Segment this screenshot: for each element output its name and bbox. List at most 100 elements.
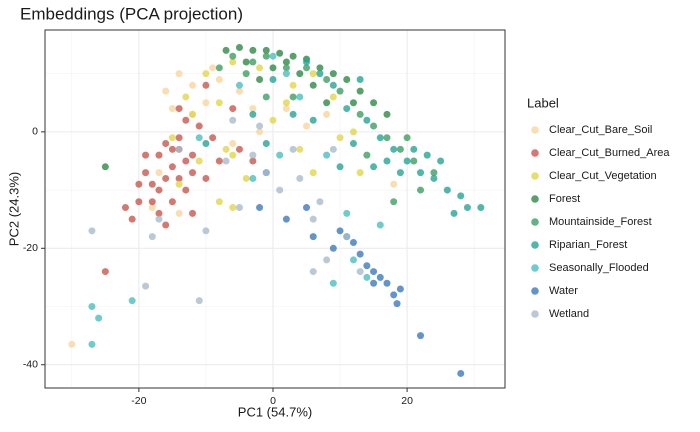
point [235, 43, 243, 51]
point [289, 81, 297, 89]
point [168, 198, 176, 206]
point [349, 256, 357, 264]
point [256, 204, 264, 212]
point [128, 215, 136, 223]
point [222, 145, 230, 153]
point [336, 134, 344, 142]
legend-label: Water [549, 285, 578, 297]
point [343, 209, 351, 217]
point [390, 180, 398, 188]
point [343, 233, 351, 241]
point [235, 81, 243, 89]
point [195, 134, 203, 142]
point [323, 99, 331, 107]
point [383, 110, 391, 118]
point [101, 163, 109, 171]
point [121, 204, 129, 212]
point [182, 186, 190, 194]
legend-label: Clear_Cut_Vegetation [549, 170, 657, 182]
point [229, 151, 237, 159]
point [289, 110, 297, 118]
point [269, 52, 277, 60]
point [242, 174, 250, 182]
point [175, 105, 183, 113]
point [155, 169, 163, 177]
legend-label: Seasonally_Flooded [549, 262, 649, 274]
point [249, 46, 257, 54]
point [457, 192, 465, 200]
point [209, 134, 217, 142]
point [162, 87, 170, 95]
point [289, 145, 297, 153]
point [249, 157, 257, 165]
point [155, 215, 163, 223]
point [329, 279, 337, 287]
legend-label: Wetland [549, 308, 589, 320]
point [396, 145, 404, 153]
point [262, 140, 270, 148]
point [423, 151, 431, 159]
point [249, 110, 257, 118]
point [222, 157, 230, 165]
point [242, 70, 250, 78]
point [417, 169, 425, 177]
point [396, 169, 404, 177]
point [162, 174, 170, 182]
point [363, 262, 371, 270]
point [235, 204, 243, 212]
point [276, 151, 284, 159]
point [403, 157, 411, 165]
legend-title: Label [527, 95, 559, 110]
legend-key [531, 126, 539, 134]
point [155, 186, 163, 194]
point [202, 70, 210, 78]
point [303, 58, 311, 66]
point [370, 279, 378, 287]
point [215, 198, 223, 206]
point [215, 64, 223, 72]
point [463, 204, 471, 212]
plot-border [44, 29, 506, 389]
point [262, 169, 270, 177]
point [195, 157, 203, 165]
point [316, 198, 324, 206]
point [376, 221, 384, 229]
points [68, 43, 485, 377]
point [175, 174, 183, 182]
legend-label: Mountainside_Forest [549, 216, 652, 228]
point [376, 273, 384, 281]
point [309, 233, 317, 241]
point [336, 163, 344, 171]
point [202, 140, 210, 148]
point [162, 221, 170, 229]
point [256, 128, 264, 136]
y-tick-label: -40 [23, 358, 38, 370]
y-axis-label: PC2 (24.3%) [6, 172, 21, 246]
point [68, 340, 76, 348]
point [202, 99, 210, 107]
point [356, 110, 364, 118]
point [256, 64, 264, 72]
point [417, 186, 425, 194]
point [309, 70, 317, 78]
point [450, 209, 458, 217]
point [396, 285, 404, 293]
point [349, 238, 357, 246]
point [229, 140, 237, 148]
point [329, 81, 337, 89]
point [168, 163, 176, 171]
point [303, 64, 311, 72]
point [88, 227, 96, 235]
point [323, 110, 331, 118]
point [282, 105, 290, 113]
point [215, 99, 223, 107]
point [356, 169, 364, 177]
legend-key [531, 172, 539, 180]
point [296, 145, 304, 153]
point [393, 300, 401, 308]
point [229, 52, 237, 60]
point [202, 81, 210, 89]
point [222, 46, 230, 54]
point [189, 110, 197, 118]
